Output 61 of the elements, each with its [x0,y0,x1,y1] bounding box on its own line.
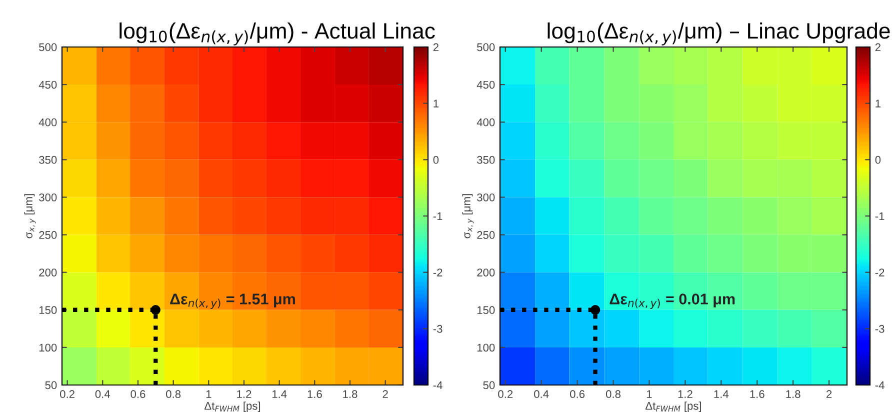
annotation: Δε$_{n(x,y)}$ = 0.01 μm [610,294,735,310]
y-tick-label: 500 [39,43,57,52]
y-tick-label: 200 [477,268,495,276]
x-tick-label: 2 [826,390,832,398]
y-tick-label: 100 [39,344,57,352]
x-tick-label: 2 [382,390,388,398]
x-tick-label: 0.6 [130,390,146,398]
x-tick-label: 0.6 [570,390,585,398]
x-tick-label: 1.8 [786,390,800,398]
x-tick-label: 1 [646,390,652,398]
chart-title: log$_{10}$(Δε$_{n(x,y)}$/μm) - Actual Linac [120,22,435,46]
x-tick-label: 1.8 [343,390,358,398]
color-bar-label: -2 [433,268,442,276]
color-bar-label: 0 [433,156,439,164]
color-bar-label: 2 [433,43,438,52]
color-bar-label: 1 [876,100,880,108]
y-tick-label: 50 [483,381,495,390]
x-axis-title: Δt$_{FWHM}$ [ps] [204,402,260,412]
color-bar-label: -4 [433,381,442,390]
x-tick-label: 1.6 [750,390,764,398]
y-axis-title: σ$_{x,y}$ [μm] [462,194,474,238]
y-tick-label: 150 [39,306,57,314]
x-tick-label: 0.8 [166,390,181,398]
x-tick-label: 1.2 [678,390,692,398]
y-tick-label: 200 [39,268,57,276]
color-bar-label: -3 [875,324,884,333]
y-tick-label: 400 [476,118,495,126]
x-tick-label: 0.4 [534,390,549,398]
y-tick-label: 500 [477,43,495,52]
x-tick-label: 1.4 [714,390,729,398]
color-bar-label: -3 [433,324,442,333]
y-tick-label: 250 [39,231,57,239]
y-tick-label: 100 [477,344,495,352]
x-tick-label: 0.2 [498,390,513,398]
annotation: Δε$_{n(x,y)}$ = 1.51 μm [170,294,295,310]
color-bar-label: -1 [433,212,442,220]
y-tick-label: 350 [39,156,57,164]
color-bar-label: 2 [875,43,880,52]
color-bar-label: 1 [434,100,438,108]
y-tick-label: 350 [477,156,495,164]
x-tick-label: 1.4 [272,390,287,398]
x-tick-label: 0.2 [60,390,74,398]
y-tick-label: 300 [477,193,495,202]
color-bar-label: -4 [875,381,884,390]
color-bar-label: -1 [875,212,884,220]
x-tick-label: 0.8 [606,390,621,398]
x-tick-label: 1.6 [308,390,322,398]
y-tick-label: 450 [476,80,495,89]
y-tick-label: 450 [38,80,57,89]
x-axis-title: Δt$_{FWHM}$ [ps] [646,402,702,412]
x-tick-label: 1 [206,390,212,398]
color-bar-label: -2 [875,268,884,276]
x-tick-label: 1.2 [237,390,252,398]
y-tick-label: 50 [45,381,57,390]
y-tick-label: 150 [477,306,495,314]
y-tick-label: 400 [38,118,57,126]
x-tick-label: 0.4 [95,390,110,398]
y-axis-title: σ$_{x,y}$ [μm] [24,194,36,238]
color-bar-label: 0 [875,156,881,164]
y-tick-label: 250 [477,231,495,239]
y-tick-label: 300 [39,193,57,202]
